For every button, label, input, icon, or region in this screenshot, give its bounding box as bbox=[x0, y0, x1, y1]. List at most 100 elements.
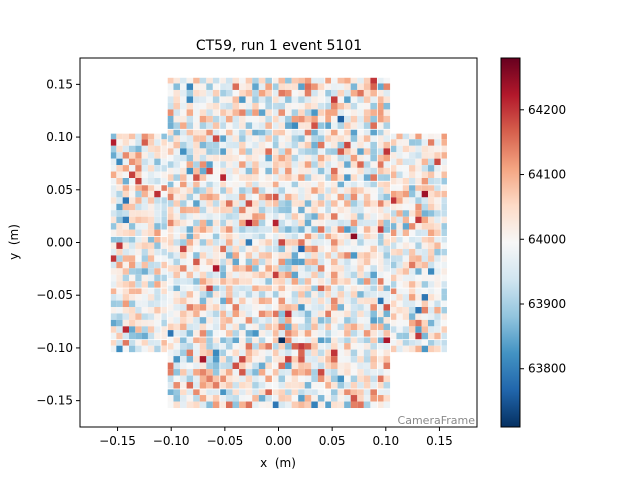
camera-pixel bbox=[193, 77, 200, 84]
camera-pixel bbox=[325, 226, 332, 233]
camera-pixel bbox=[363, 219, 371, 227]
camera-pixel bbox=[344, 323, 351, 331]
camera-pixel bbox=[265, 317, 272, 324]
camera-pixel bbox=[220, 135, 226, 142]
camera-pixel bbox=[232, 167, 240, 175]
camera-pixel bbox=[291, 401, 299, 409]
camera-pixel bbox=[173, 213, 181, 220]
camera-pixel bbox=[252, 181, 259, 188]
camera-pixel bbox=[135, 281, 142, 288]
camera-pixel bbox=[363, 323, 371, 331]
camera-pixel bbox=[206, 83, 213, 90]
camera-pixel bbox=[370, 89, 377, 97]
camera-pixel bbox=[383, 102, 391, 110]
camera-pixel bbox=[370, 174, 377, 181]
camera-pixel bbox=[206, 395, 213, 402]
camera-pixel bbox=[135, 190, 142, 198]
camera-pixel bbox=[180, 83, 187, 90]
camera-pixel bbox=[206, 389, 213, 396]
camera-pixel bbox=[193, 265, 200, 272]
camera-pixel bbox=[317, 109, 325, 116]
camera-pixel bbox=[304, 349, 312, 357]
camera-pixel bbox=[317, 337, 325, 344]
camera-pixel bbox=[285, 239, 292, 246]
camera-pixel bbox=[239, 181, 246, 188]
camera-pixel bbox=[396, 216, 403, 224]
camera-pixel bbox=[383, 115, 391, 123]
camera-pixel bbox=[167, 323, 174, 331]
camera-pixel bbox=[325, 109, 332, 116]
camera-pixel bbox=[331, 356, 338, 363]
camera-pixel bbox=[434, 236, 441, 243]
camera-pixel bbox=[141, 236, 148, 243]
camera-pixel bbox=[206, 382, 213, 389]
camera-pixel bbox=[291, 265, 299, 272]
camera-pixel bbox=[363, 193, 371, 201]
camera-pixel bbox=[199, 161, 207, 168]
camera-pixel bbox=[390, 185, 397, 191]
camera-pixel bbox=[272, 304, 279, 311]
camera-pixel bbox=[167, 141, 174, 149]
camera-pixel bbox=[245, 219, 253, 227]
camera-pixel bbox=[186, 233, 194, 240]
camera-pixel bbox=[245, 337, 253, 344]
camera-pixel bbox=[383, 154, 391, 162]
camera-pixel bbox=[311, 330, 318, 337]
camera-pixel bbox=[180, 343, 187, 350]
camera-pixel bbox=[370, 382, 377, 389]
camera-pixel bbox=[390, 268, 397, 275]
camera-pixel bbox=[331, 395, 338, 402]
camera-pixel bbox=[434, 332, 441, 340]
camera-pixel bbox=[337, 115, 345, 123]
camera-pixel bbox=[206, 193, 213, 201]
camera-pixel bbox=[272, 285, 279, 292]
camera-pixel bbox=[186, 109, 194, 116]
camera-pixel bbox=[239, 395, 246, 402]
camera-pixel bbox=[186, 213, 194, 220]
camera-pixel bbox=[272, 115, 279, 123]
camera-pixel bbox=[363, 109, 371, 116]
camera-pixel bbox=[147, 236, 155, 243]
camera-pixel bbox=[291, 102, 299, 110]
camera-pixel bbox=[193, 395, 200, 402]
camera-pixel bbox=[265, 310, 272, 318]
camera-pixel bbox=[186, 226, 194, 233]
camera-pixel bbox=[199, 349, 207, 357]
camera-pixel bbox=[225, 206, 233, 214]
camera-pixel bbox=[344, 96, 351, 103]
camera-pixel bbox=[344, 382, 351, 389]
camera-pixel bbox=[265, 174, 272, 181]
camera-pixel bbox=[173, 161, 181, 168]
camera-pixel bbox=[383, 356, 391, 363]
camera-pixel bbox=[377, 200, 384, 207]
camera-pixel bbox=[278, 362, 286, 370]
camera-pixel bbox=[110, 236, 117, 243]
camera-pixel bbox=[272, 226, 279, 233]
camera-pixel bbox=[350, 83, 358, 90]
camera-pixel bbox=[239, 310, 246, 318]
camera-pixel bbox=[122, 345, 129, 353]
camera-pixel bbox=[331, 174, 338, 181]
camera-pixel bbox=[173, 389, 181, 396]
camera-pixel bbox=[110, 178, 117, 185]
camera-pixel bbox=[212, 330, 220, 337]
camera-pixel bbox=[304, 219, 312, 227]
camera-pixel bbox=[258, 154, 266, 162]
camera-pixel bbox=[199, 219, 207, 227]
camera-pixel bbox=[239, 77, 246, 84]
camera-pixel bbox=[350, 135, 358, 142]
camera-pixel bbox=[285, 226, 292, 233]
camera-pixel bbox=[129, 261, 136, 269]
camera-pixel bbox=[225, 291, 233, 298]
camera-pixel bbox=[186, 102, 194, 110]
camera-pixel bbox=[161, 255, 167, 262]
camera-pixel bbox=[325, 258, 332, 266]
camera-pixel bbox=[344, 330, 351, 337]
camera-pixel bbox=[337, 382, 345, 389]
camera-pixel bbox=[173, 245, 181, 253]
camera-pixel bbox=[383, 239, 391, 246]
camera-pixel bbox=[396, 197, 403, 204]
camera-pixel bbox=[363, 349, 371, 357]
camera-pixel bbox=[122, 261, 129, 269]
camera-pixel bbox=[272, 349, 279, 357]
